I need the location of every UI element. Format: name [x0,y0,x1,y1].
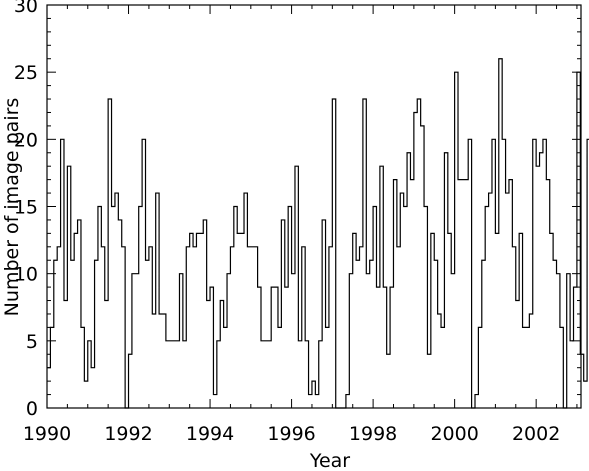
x-tick-label: 2000 [430,423,478,445]
x-axis-ticks: 1990 1992 1994 1996 1998 2000 2002 [23,5,578,445]
y-tick-label: 0 [26,398,38,420]
x-tick-label: 1994 [186,423,234,445]
y-tick-label: 20 [14,129,38,151]
y-axis-title: Number of image pairs [1,98,23,317]
x-tick-label: 1990 [23,423,71,445]
plot-frame [46,4,582,409]
x-tick-label: 1998 [349,423,397,445]
x-tick-label: 1996 [267,423,315,445]
x-tick-label: 2002 [512,423,560,445]
x-axis-title: Year [309,450,350,471]
y-tick-label: 15 [14,197,38,219]
y-tick-label: 25 [14,62,38,84]
x-tick-label: 1992 [104,423,152,445]
y-tick-label: 5 [26,331,38,353]
y-tick-label: 30 [14,0,38,17]
series-step-line [47,58,589,409]
y-tick-label: 10 [14,264,38,286]
